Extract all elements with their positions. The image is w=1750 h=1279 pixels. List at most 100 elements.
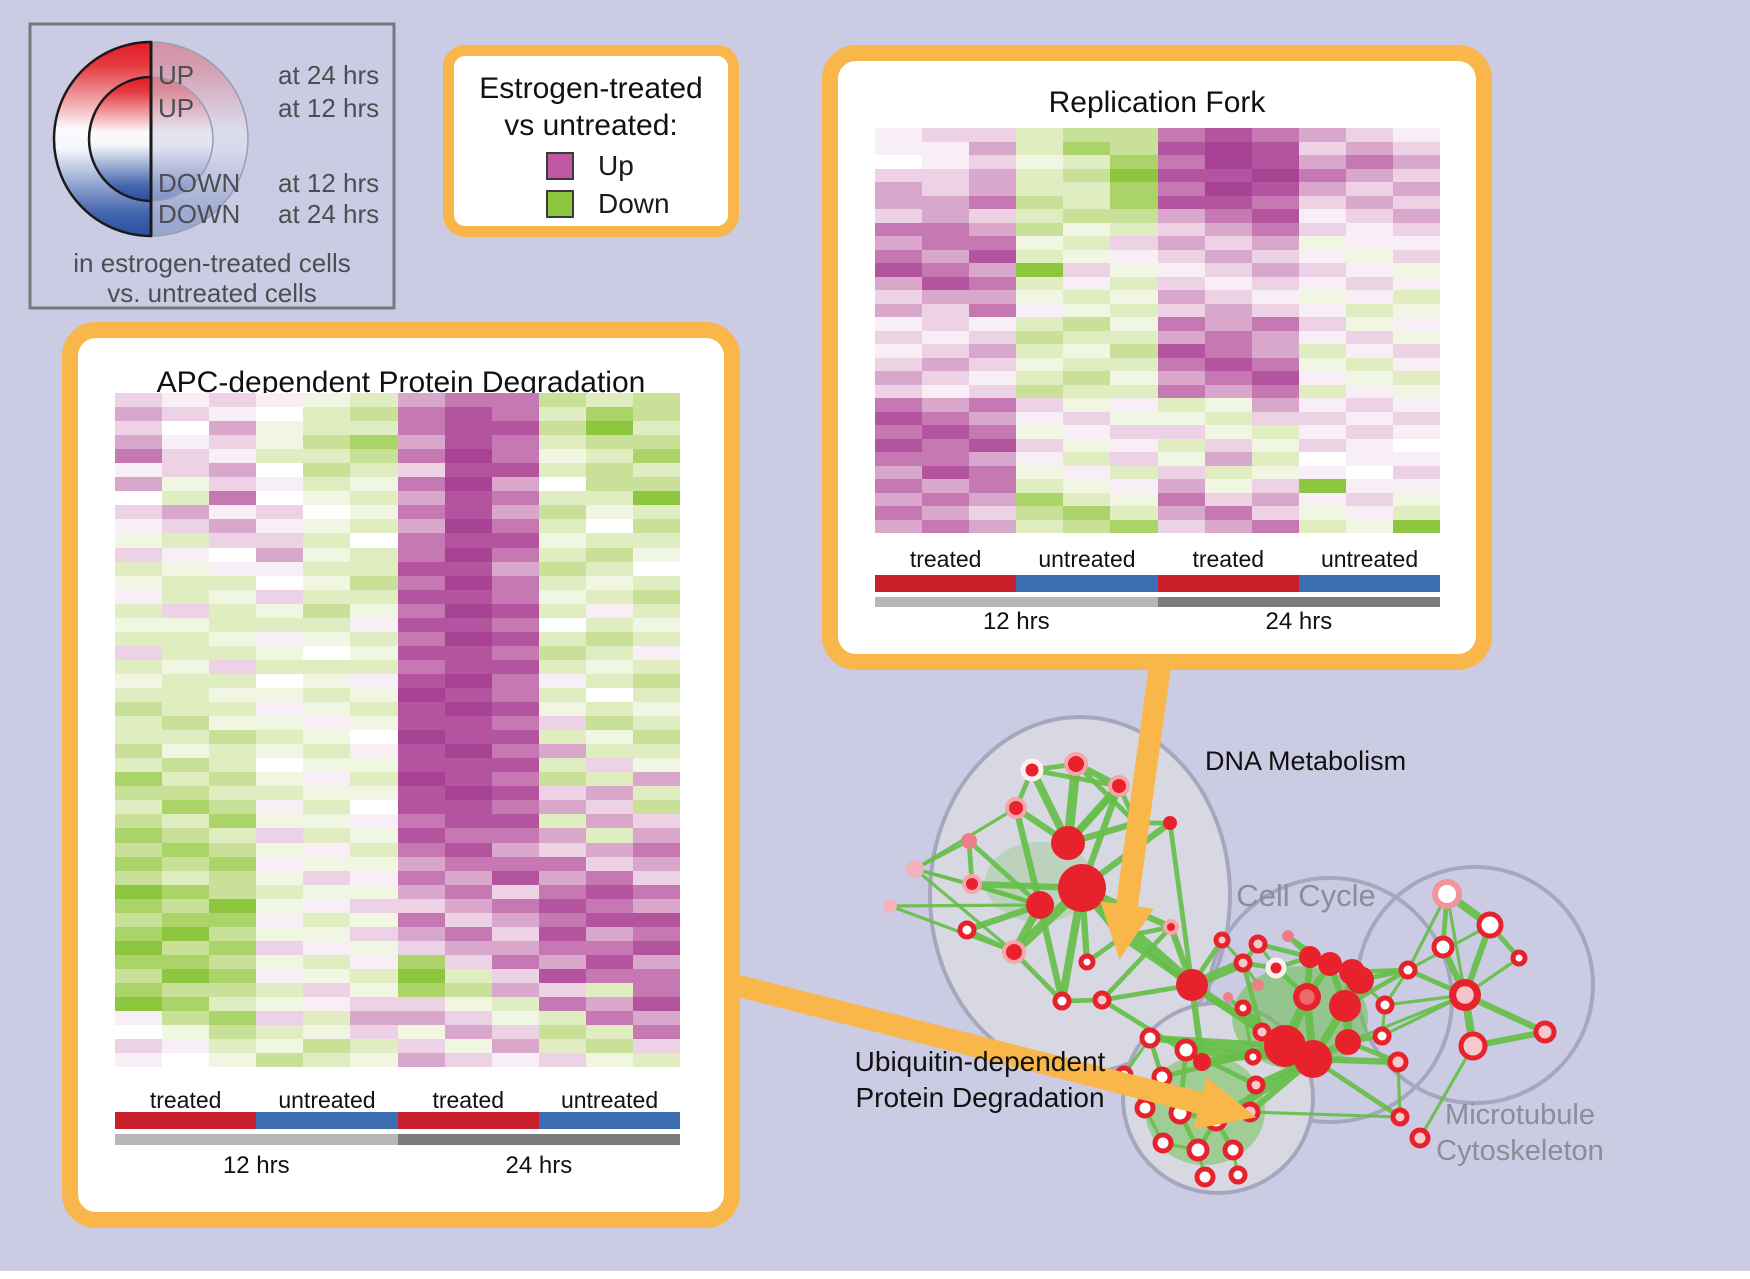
heatmap-cell [1251,195,1299,209]
updown-legend: UP at 24 hrs UP at 12 hrs DOWN at 12 hrs… [28,22,396,310]
heatmap-cell [162,884,210,899]
heatmap-cell [1016,465,1064,479]
heatmap-cell [256,617,304,632]
heatmap-row [115,673,681,688]
heatmap-row [115,1011,681,1026]
heatmap-cell [397,702,445,717]
heatmap-cell [444,477,492,492]
heatmap-cell [397,870,445,885]
heatmap-row [115,589,681,604]
heatmap-cell [1251,317,1299,331]
heatmap-cell [491,575,539,590]
heatmap-cell [1157,411,1205,425]
heatmap-cell [444,982,492,998]
heatmap-cell [1063,276,1111,290]
heatmap-row [115,603,681,618]
heatmap-cell [303,491,351,506]
heatmap-cell [1016,168,1064,182]
network-node [1431,935,1455,959]
heatmap-cell [350,758,398,773]
heatmap-cell [1016,263,1064,277]
heatmap-row [115,884,681,899]
network-node [1233,953,1253,973]
heatmap-cell [1345,438,1394,452]
heatmap-cell [633,814,681,829]
heatmap-cell [1110,492,1158,506]
heatmap-cell [1393,209,1441,223]
heatmap-cell [397,884,445,899]
network-edge [1418,1045,1475,1139]
network-node [1222,1139,1244,1161]
heatmap-cell [1345,168,1394,182]
heatmap-cell [162,393,210,408]
heatmap-cell [256,575,304,590]
heatmap-cell [538,659,586,674]
heatmap-cell [303,505,351,520]
heatmap-cell [1345,411,1394,425]
heatmap-cell [256,702,304,717]
heatmap-row [115,842,681,857]
heatmap-cell [162,505,210,520]
heatmap-cell [397,1025,445,1040]
heatmap-cell [350,659,398,674]
heatmap-cell [350,393,398,408]
heatmap-cell [209,800,257,815]
heatmap-cell [444,561,492,576]
heatmap-cell [350,1025,398,1040]
heatmap-cell [444,702,492,717]
heatmap-cell [491,477,539,492]
network-node [1186,1138,1210,1162]
heatmap-cell [585,926,634,941]
heatmap-cell [1345,344,1394,358]
heatmap-cell [256,730,304,745]
heatmap-cell [444,1011,492,1026]
sample-group-label: untreated [1320,546,1419,572]
heatmap-cell [444,575,492,590]
heatmap-cell [256,393,304,408]
heatmap-cell [444,968,492,983]
heatmap-cell [350,505,398,520]
heatmap-cell [1251,249,1299,263]
heatmap-cell [350,898,398,913]
network-edge [1036,904,1066,1002]
heatmap-cell [444,730,492,745]
heatmap-cell [115,477,163,492]
heatmap-cell [633,800,681,815]
heatmap-cell [538,758,586,773]
heatmap-cell [633,519,681,534]
heatmap-cell [303,421,351,436]
heatmap-cell [115,645,163,660]
heatmap-cell [397,912,445,927]
heatmap-cell [491,898,539,913]
heatmap-cell [922,222,970,236]
heatmap-cell [491,772,539,787]
heatmap-cell [633,828,681,843]
heatmap-cell [303,926,351,941]
heatmap-cell [1204,236,1252,250]
heatmap-cell [1204,141,1252,155]
heatmap-cell [1157,425,1205,439]
arrow-replication-to-dna-head [1100,901,1154,960]
heatmap-cell [1063,371,1111,385]
network-edge [1347,993,1466,1044]
heatmap-cell [1345,465,1394,479]
heatmap-cell [633,1053,681,1068]
heatmap-row [875,182,1441,196]
heatmap-cell [350,435,398,450]
untreated-bar [256,1112,398,1129]
heatmap-cell [585,968,634,983]
treated-bar [1157,575,1299,592]
heatmap-cell [1298,465,1346,479]
heatmap-cell [875,330,923,344]
heatmap-cell [1298,452,1346,466]
legend-dir-label: UP [158,60,194,90]
heatmap-cell [1393,276,1441,290]
time-group-label: 12 hrs [222,1152,290,1179]
heatmap-cell [1298,236,1346,250]
heatmap-cell [350,561,398,576]
network-node [1282,930,1294,942]
heatmap-cell [444,828,492,843]
network-node [1020,758,1044,782]
heatmap-row [875,128,1441,142]
heatmap-cell [1345,506,1394,520]
